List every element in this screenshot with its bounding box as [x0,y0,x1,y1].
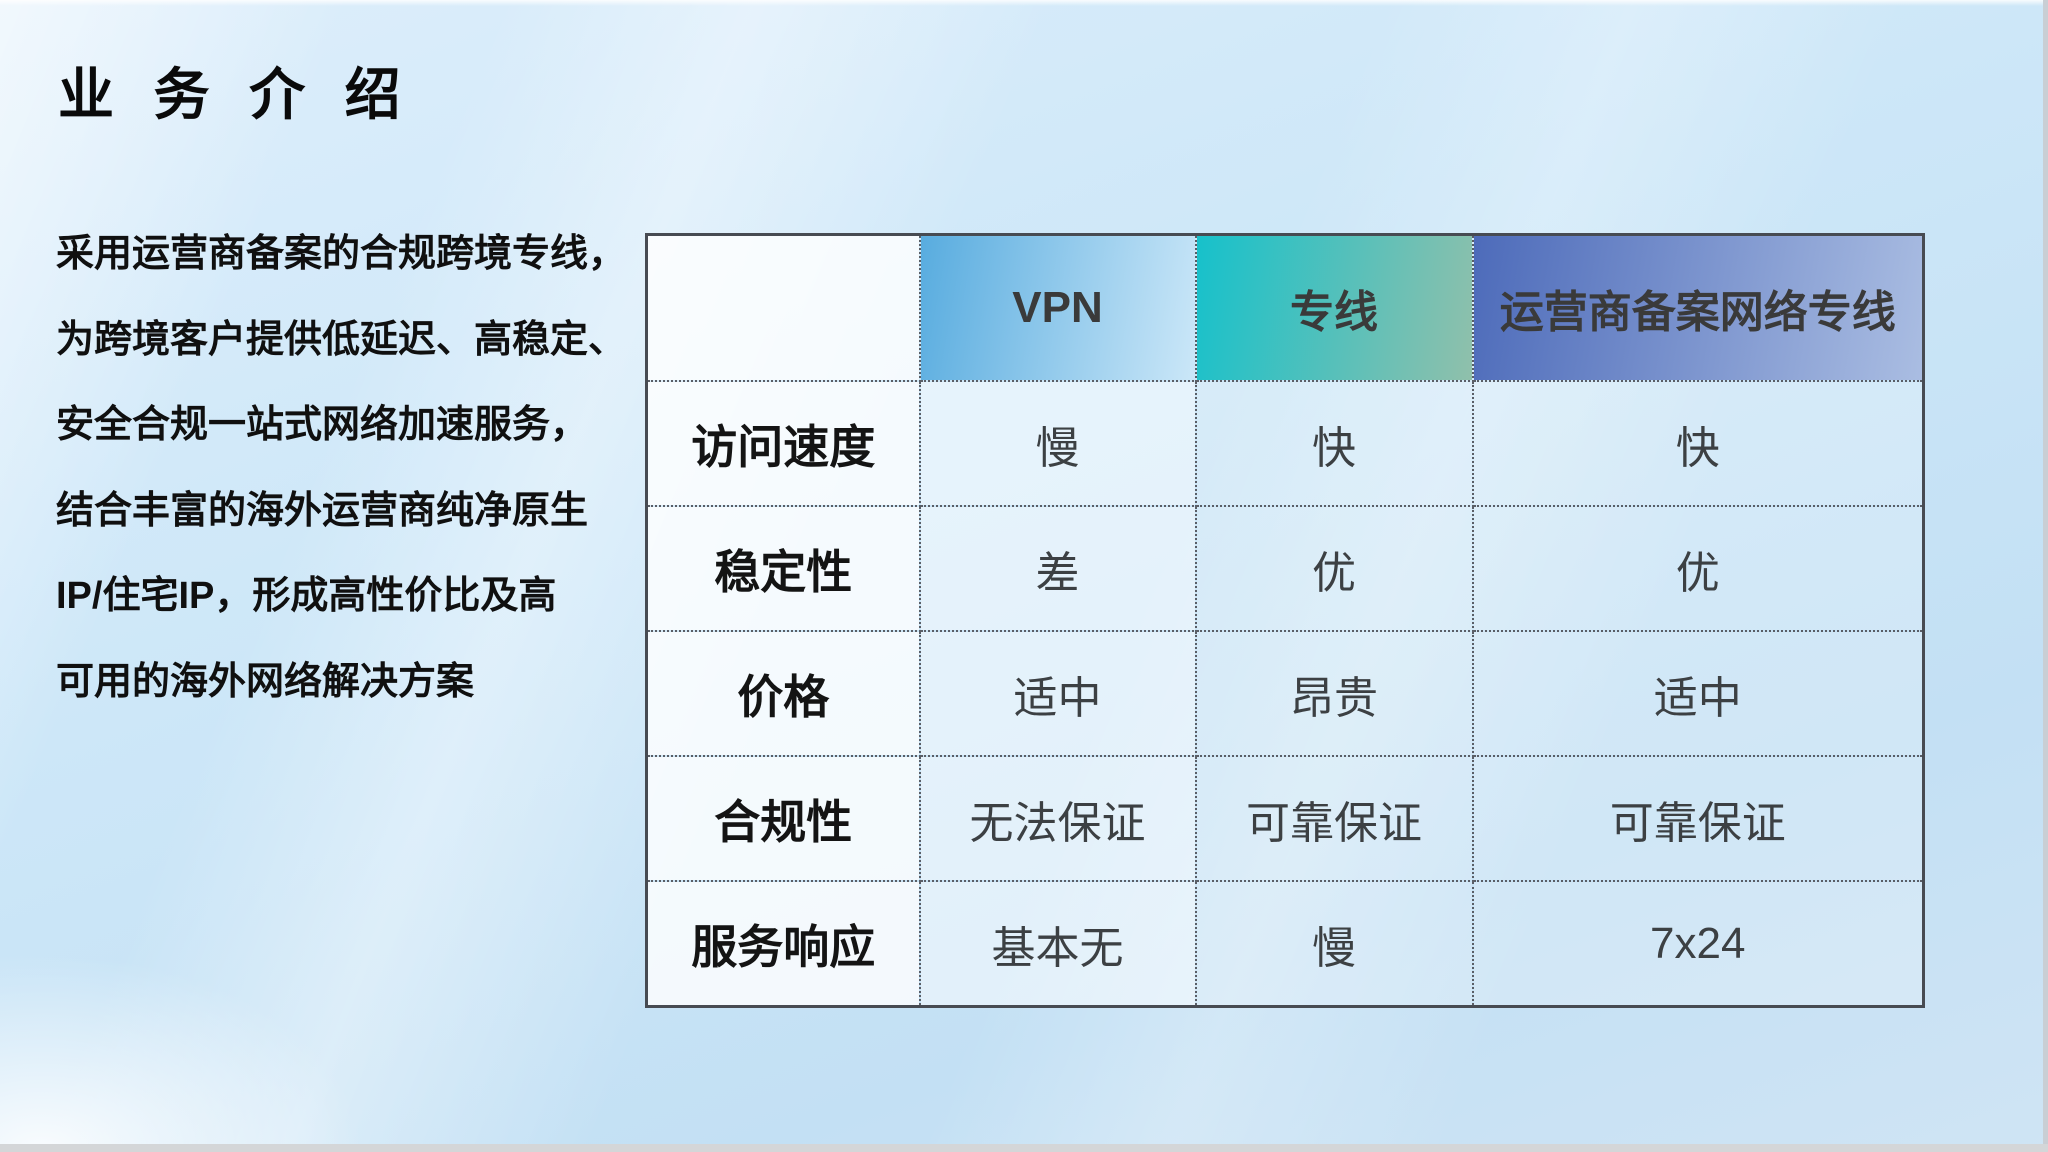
row-label-service-response: 服务响应 [645,880,921,1008]
table-row-access-speed: 访问速度 慢 快 快 [645,380,1925,507]
row-label-access-speed: 访问速度 [645,380,921,507]
screen-edge-right [2043,0,2048,1152]
cell-stability-dedicated-line: 优 [1194,505,1474,632]
cell-access-speed-carrier-line: 快 [1471,380,1925,507]
cell-service-response-carrier-line: 7x24 [1471,880,1925,1008]
table-row-price: 价格 适中 昂贵 适中 [645,630,1925,757]
row-label-stability: 稳定性 [645,505,921,632]
intro-line: 可用的海外网络解决方案 [56,660,475,703]
cell-access-speed-vpn: 慢 [918,380,1197,507]
table-row-stability: 稳定性 差 优 优 [645,505,1925,632]
intro-line: 采用运营商备案的合规跨境专线， [56,233,627,275]
cell-price-carrier-line: 适中 [1471,630,1925,757]
cell-compliance-vpn: 无法保证 [918,755,1197,882]
header-corner-cell [645,233,921,382]
intro-line: 为跨境客户提供低延迟、高稳定、 [56,318,627,361]
cell-price-vpn: 适中 [918,630,1197,757]
intro-line: IP/住宅IP，形成高性价比及高 [56,575,557,617]
cell-service-response-vpn: 基本无 [918,880,1197,1008]
table-row-compliance: 合规性 无法保证 可靠保证 可靠保证 [645,755,1925,882]
cell-access-speed-dedicated-line: 快 [1194,380,1474,507]
cell-stability-vpn: 差 [918,505,1197,632]
comparison-table: VPN 专线 运营商备案网络专线 访问速度 慢 快 快 稳定性 差 优 优 价格… [645,233,1925,1008]
cell-price-dedicated-line: 昂贵 [1194,630,1474,757]
page-title: 业 务 介 绍 [58,63,413,126]
table-row-service-response: 服务响应 基本无 慢 7x24 [645,880,1925,1008]
intro-line: 结合丰富的海外运营商纯净原生 [56,489,589,532]
screen-edge-bottom [0,1144,2048,1152]
intro-paragraph: 采用运营商备案的合规跨境专线， 为跨境客户提供低延迟、高稳定、 安全合规一站式网… [56,212,631,725]
cell-compliance-dedicated-line: 可靠保证 [1194,755,1474,882]
column-header-dedicated-line: 专线 [1194,233,1474,382]
cell-stability-carrier-line: 优 [1471,505,1925,632]
table-header-row: VPN 专线 运营商备案网络专线 [645,233,1925,382]
intro-line: 安全合规一站式网络加速服务， [56,404,589,446]
row-label-price: 价格 [645,630,921,757]
cell-service-response-dedicated-line: 慢 [1194,880,1474,1008]
column-header-vpn: VPN [918,233,1197,382]
cell-compliance-carrier-line: 可靠保证 [1471,755,1925,882]
row-label-compliance: 合规性 [645,755,921,882]
column-header-carrier-registered-line: 运营商备案网络专线 [1471,233,1925,382]
